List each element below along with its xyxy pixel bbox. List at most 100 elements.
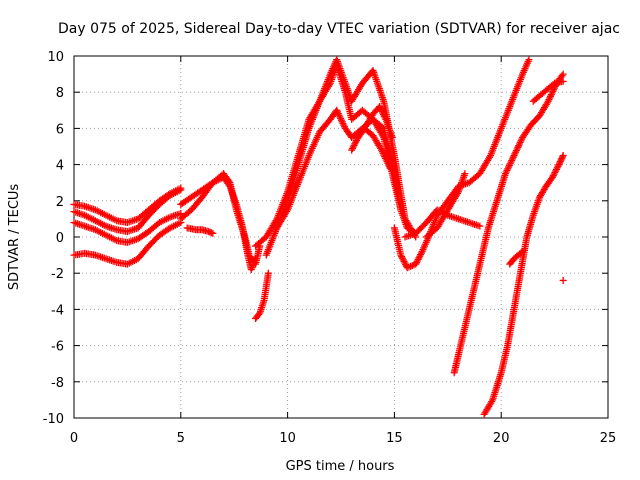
data-point-marker xyxy=(412,260,420,268)
y-tick-label: -10 xyxy=(43,412,64,427)
data-series xyxy=(262,56,420,259)
y-tick-label: 4 xyxy=(56,159,64,174)
data-point-marker xyxy=(515,140,523,148)
x-tick-label: 10 xyxy=(279,431,296,446)
data-point-marker xyxy=(378,146,386,154)
data-point-marker xyxy=(398,253,406,261)
data-series xyxy=(183,224,217,237)
data-point-marker xyxy=(401,259,409,267)
data-point-marker xyxy=(252,255,260,263)
data-point-marker xyxy=(381,114,389,122)
data-series xyxy=(177,173,260,274)
data-point-marker xyxy=(397,251,405,259)
data-series xyxy=(480,152,567,418)
data-series xyxy=(70,184,185,227)
data-point-marker xyxy=(559,70,567,78)
data-point-marker xyxy=(339,119,347,127)
data-series xyxy=(422,170,469,241)
data-point-marker xyxy=(398,254,406,262)
data-point-marker xyxy=(264,269,272,277)
data-point-marker xyxy=(553,164,561,172)
y-tick-label: 6 xyxy=(56,122,64,137)
data-point-marker xyxy=(517,249,525,257)
data-point-marker xyxy=(558,153,566,161)
y-tick-label: -2 xyxy=(51,267,64,282)
data-point-marker xyxy=(337,115,345,123)
data-point-marker xyxy=(548,89,556,97)
data-point-marker xyxy=(544,97,552,105)
data-point-marker xyxy=(338,118,346,126)
x-tick-label: 0 xyxy=(70,431,78,446)
data-point-marker xyxy=(545,96,553,104)
y-tick-label: -6 xyxy=(51,340,64,355)
data-point-marker xyxy=(547,91,555,99)
data-points xyxy=(70,56,567,418)
data-point-marker xyxy=(488,398,496,406)
data-point-marker xyxy=(501,170,509,178)
data-point-marker xyxy=(511,150,519,158)
data-series xyxy=(70,186,185,236)
y-tick-label: 2 xyxy=(56,195,64,210)
x-tick-label: 20 xyxy=(493,431,510,446)
data-point-marker xyxy=(399,256,407,264)
y-axis-label: SDTVAR / TECUs xyxy=(7,184,22,291)
data-point-marker xyxy=(515,142,523,150)
data-point-marker xyxy=(377,106,385,114)
data-point-marker xyxy=(546,94,554,102)
y-tick-label: 0 xyxy=(56,231,64,246)
data-point-marker xyxy=(417,249,425,257)
data-point-marker xyxy=(415,254,423,262)
data-point-marker xyxy=(350,141,358,149)
data-point-marker xyxy=(512,148,520,156)
data-point-marker xyxy=(255,310,263,318)
data-point-marker xyxy=(556,158,564,166)
data-point-marker xyxy=(336,113,344,121)
data-point-marker xyxy=(177,184,185,192)
data-point-marker xyxy=(352,137,360,145)
data-point-marker xyxy=(383,158,391,166)
data-point-marker xyxy=(416,252,424,260)
data-point-marker xyxy=(558,155,566,163)
data-point-marker xyxy=(547,92,555,100)
data-point-marker xyxy=(486,153,494,161)
data-point-marker xyxy=(555,161,563,169)
data-point-marker xyxy=(550,170,558,178)
data-point-marker xyxy=(525,56,533,64)
data-point-marker xyxy=(385,161,393,169)
data-point-marker xyxy=(380,112,388,120)
data-point-marker xyxy=(552,165,560,173)
x-tick-label: 25 xyxy=(600,431,617,446)
data-series xyxy=(529,77,567,105)
data-series xyxy=(450,70,567,377)
data-point-marker xyxy=(413,259,421,267)
data-point-marker xyxy=(384,159,392,167)
data-point-marker xyxy=(454,189,462,197)
data-point-marker xyxy=(554,162,562,170)
data-point-marker xyxy=(381,154,389,162)
data-point-marker xyxy=(514,143,522,151)
y-tick-label: 10 xyxy=(47,50,64,65)
data-point-marker xyxy=(385,163,393,171)
data-point-marker xyxy=(379,109,387,117)
data-point-marker xyxy=(503,166,511,174)
data-point-marker xyxy=(557,156,565,164)
data-point-marker xyxy=(351,140,359,148)
data-point-marker xyxy=(504,165,512,173)
data-point-marker xyxy=(378,107,386,115)
data-point-marker xyxy=(334,108,342,116)
data-point-marker xyxy=(558,72,566,80)
data-series xyxy=(70,209,185,246)
data-point-marker xyxy=(559,77,567,85)
data-point-marker xyxy=(510,152,518,160)
data-point-marker xyxy=(388,133,396,141)
data-series xyxy=(559,276,567,284)
data-point-marker xyxy=(519,247,527,255)
x-tick-label: 5 xyxy=(177,431,185,446)
x-tick-label: 15 xyxy=(386,431,403,446)
data-point-marker xyxy=(549,80,557,88)
data-point-marker xyxy=(348,145,356,153)
data-point-marker xyxy=(379,111,387,119)
y-tick-label: -4 xyxy=(51,303,64,318)
data-point-marker xyxy=(376,104,384,112)
